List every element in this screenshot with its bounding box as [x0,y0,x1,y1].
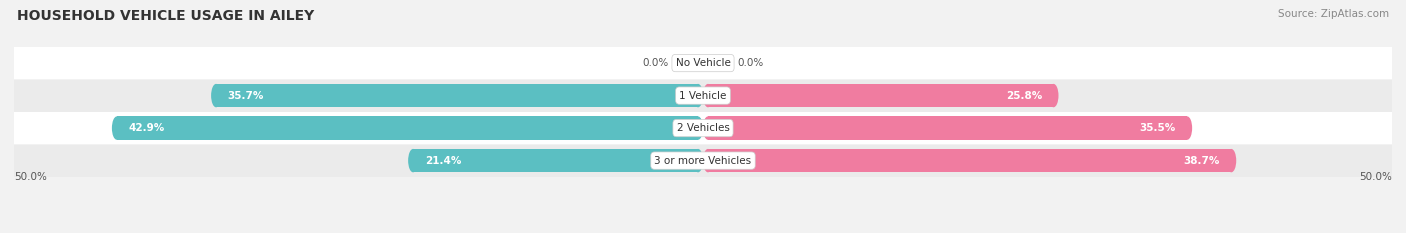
Bar [14,80,1392,112]
Text: 0.0%: 0.0% [738,58,763,68]
Circle shape [693,116,703,140]
Text: HOUSEHOLD VEHICLE USAGE IN AILEY: HOUSEHOLD VEHICLE USAGE IN AILEY [17,9,314,23]
Circle shape [408,149,418,172]
Text: 21.4%: 21.4% [425,156,461,166]
Circle shape [1049,84,1059,107]
Text: Source: ZipAtlas.com: Source: ZipAtlas.com [1278,9,1389,19]
Circle shape [1226,149,1236,172]
Text: 0.0%: 0.0% [643,58,669,68]
Circle shape [703,84,713,107]
Text: 3 or more Vehicles: 3 or more Vehicles [654,156,752,166]
Text: 35.5%: 35.5% [1139,123,1175,133]
Text: 25.8%: 25.8% [1005,91,1042,101]
Bar [709,84,1053,107]
Circle shape [211,84,221,107]
Text: 50.0%: 50.0% [1360,172,1392,182]
Bar [413,149,697,172]
Circle shape [693,149,703,172]
Circle shape [703,149,713,172]
Bar [14,47,1392,79]
Circle shape [693,84,703,107]
Bar [709,116,1187,140]
Bar [117,116,697,140]
Text: 38.7%: 38.7% [1184,156,1219,166]
Bar [14,112,1392,144]
Text: 1 Vehicle: 1 Vehicle [679,91,727,101]
Text: 2 Vehicles: 2 Vehicles [676,123,730,133]
Circle shape [112,116,122,140]
Circle shape [1182,116,1192,140]
Bar [217,84,697,107]
Text: 35.7%: 35.7% [228,91,264,101]
Text: 50.0%: 50.0% [14,172,46,182]
Circle shape [703,116,713,140]
Bar [709,149,1232,172]
Text: No Vehicle: No Vehicle [675,58,731,68]
Text: 42.9%: 42.9% [128,123,165,133]
Bar [14,145,1392,177]
